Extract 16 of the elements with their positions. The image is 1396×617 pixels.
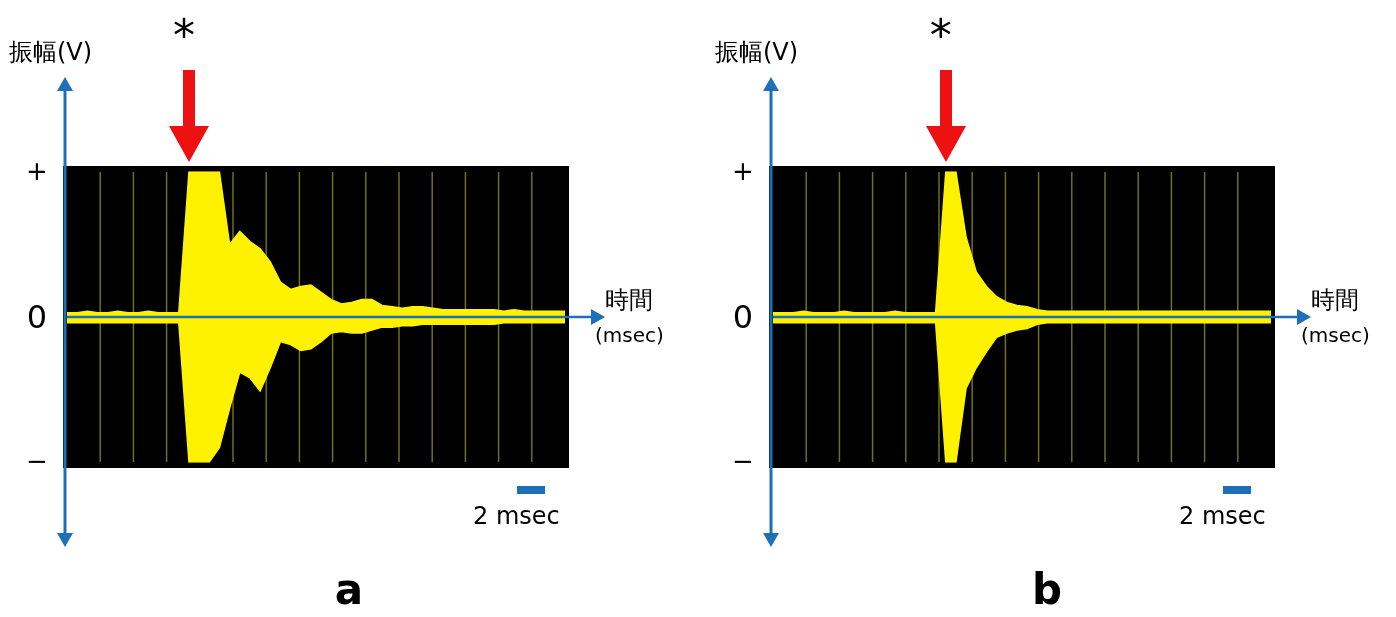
text: a xyxy=(333,565,365,614)
y-axis-title: 振幅(V) xyxy=(715,37,799,68)
text: 2 msec xyxy=(473,502,560,530)
text: + xyxy=(731,156,755,187)
text: 0 xyxy=(25,297,49,336)
text: 2 msec xyxy=(1179,502,1266,530)
text: − xyxy=(731,446,755,477)
text: * xyxy=(172,10,195,61)
text: − xyxy=(25,446,49,477)
x-axis-title: 時間 (msec) xyxy=(1301,285,1370,350)
text: * xyxy=(929,10,952,61)
text: b xyxy=(1030,565,1064,614)
y-axis-title: 振幅(V) xyxy=(9,37,93,68)
text: + xyxy=(25,156,49,187)
x-axis-title: 時間 (msec) xyxy=(595,285,664,350)
text: 0 xyxy=(731,297,755,336)
